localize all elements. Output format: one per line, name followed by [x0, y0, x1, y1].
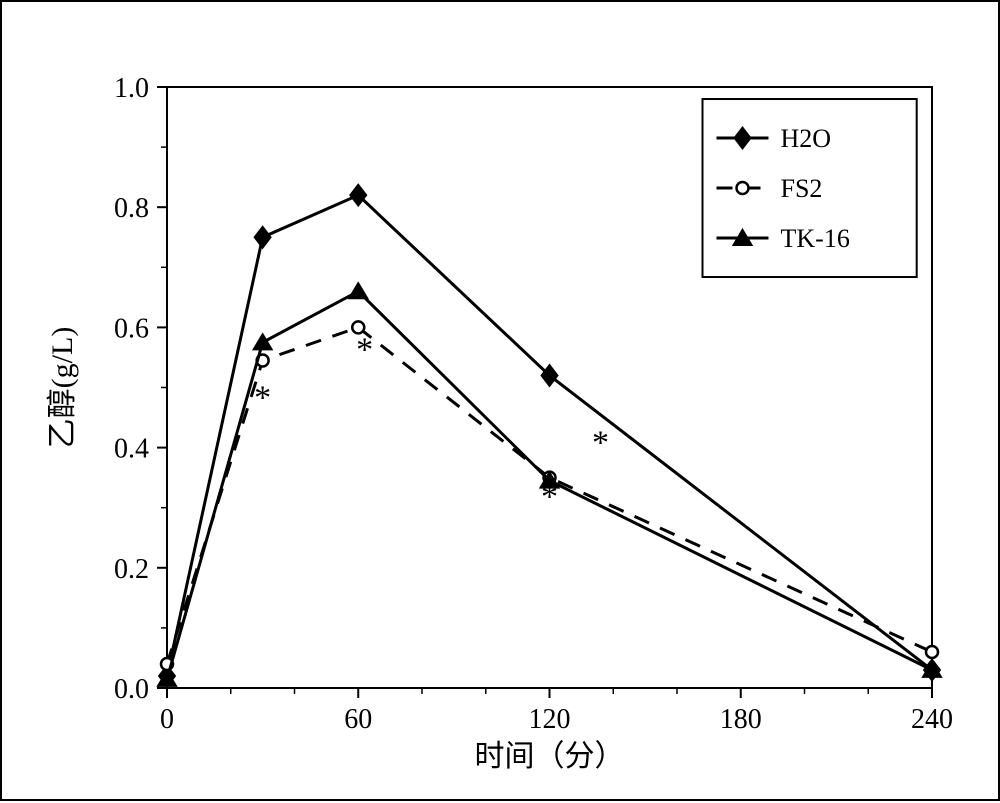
y-tick-label: 0.8 [114, 193, 149, 224]
x-tick-label: 180 [720, 704, 762, 735]
significance-star: * [254, 380, 271, 417]
significance-star: * [541, 479, 558, 516]
legend-label-H2O: H2O [781, 124, 832, 153]
legend-label-TK16: TK-16 [781, 224, 850, 253]
legend: H2O FS2 TK-16 [703, 99, 917, 277]
significance-star: * [592, 425, 609, 462]
x-axis-label: 时间（分） [475, 740, 625, 773]
chart-frame: 0 60 120 180 240 0.0 0.2 0.4 0.6 0.8 1.0 时间（分） 乙醇(g/… [0, 0, 1000, 801]
y-tick-label: 0.6 [114, 313, 149, 344]
legend-label-FS2: FS2 [781, 174, 823, 203]
significance-star: * [356, 331, 373, 368]
y-tick-label: 0.0 [114, 674, 149, 705]
y-axis-label: 乙醇(g/L) [46, 327, 79, 449]
line-chart: 0 60 120 180 240 0.0 0.2 0.4 0.6 0.8 1.0 时间（分） 乙醇(g/… [2, 2, 1000, 803]
y-tick-label: 1.0 [114, 73, 149, 104]
x-tick-label: 120 [529, 704, 571, 735]
y-tick-label: 0.4 [114, 434, 149, 465]
y-tick-label: 0.2 [114, 554, 149, 585]
x-tick-label: 240 [911, 704, 953, 735]
x-tick-label: 0 [160, 704, 174, 735]
x-tick-label: 60 [344, 704, 372, 735]
